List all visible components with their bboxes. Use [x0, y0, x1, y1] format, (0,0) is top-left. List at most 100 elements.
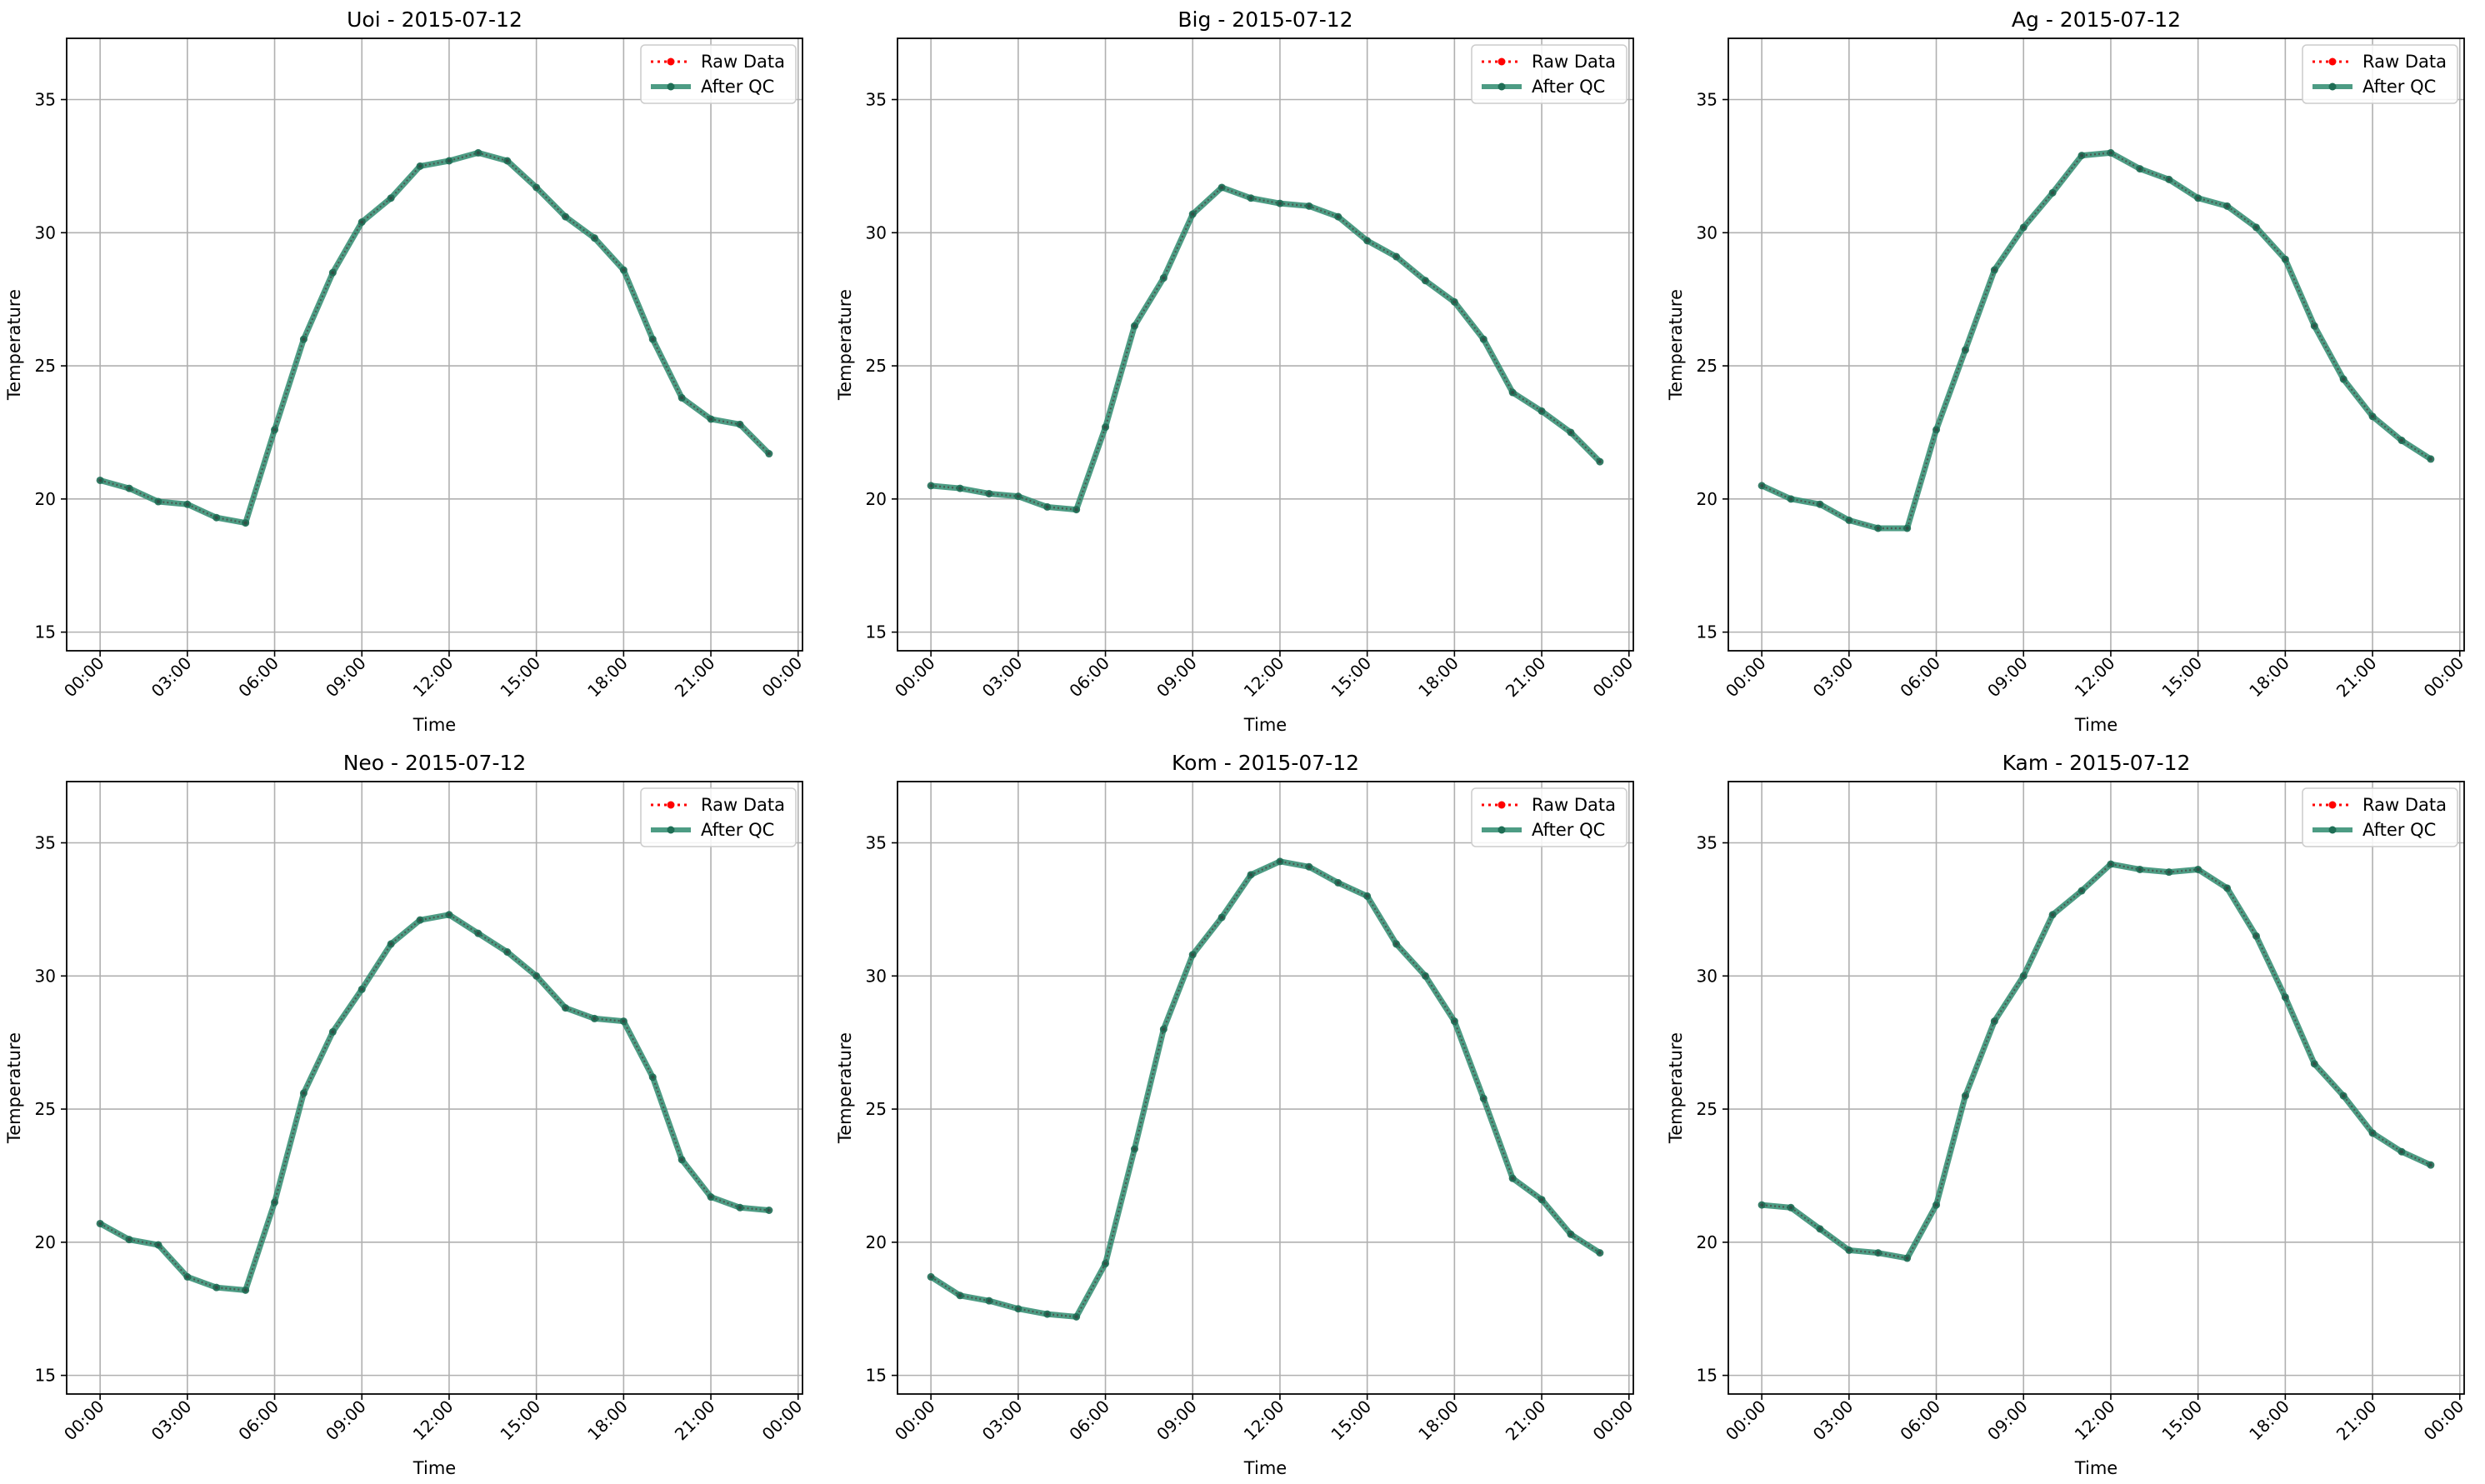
data-point-raw [1789, 1206, 1793, 1210]
data-point-raw [2342, 1094, 2346, 1098]
legend-marker-raw-data [1498, 57, 1506, 66]
data-point-raw [1278, 859, 1282, 863]
data-point-raw [156, 1243, 160, 1247]
data-point-raw [185, 502, 189, 507]
x-tick-label: 06:00 [1896, 1397, 1944, 1445]
data-point-raw [1511, 391, 1515, 395]
data-point-raw [360, 987, 364, 992]
chart-title: Kom - 2015-07-12 [1172, 751, 1359, 775]
x-tick-label: 21:00 [1502, 1397, 1550, 1445]
legend-marker-raw-data [667, 801, 675, 809]
data-point-raw [1045, 505, 1049, 509]
x-tick-label: 03:00 [148, 1397, 196, 1445]
y-tick-label: 20 [866, 1232, 887, 1252]
x-tick-label: 00:00 [1589, 1397, 1638, 1445]
x-tick-label: 12:00 [409, 1397, 458, 1445]
legend: Raw Data After QC [2302, 787, 2458, 847]
series-line-raw-data [1761, 152, 2432, 530]
data-point-raw [156, 500, 160, 504]
data-point-raw [1423, 974, 1428, 978]
x-tick-label: 18:00 [1414, 1397, 1462, 1445]
data-point-raw [2254, 225, 2258, 229]
data-point-raw [1220, 915, 1224, 919]
x-tick-label: 12:00 [1240, 653, 1288, 702]
data-point-raw [447, 159, 451, 162]
data-point-raw [1045, 1312, 1049, 1317]
data-point-raw [1307, 865, 1311, 869]
x-tick-label: 00:00 [60, 1397, 108, 1445]
y-tick-label: 20 [1697, 489, 1718, 509]
data-point-raw [1482, 337, 1486, 342]
y-tick-label: 25 [866, 1099, 887, 1119]
chart-title: Neo - 2015-07-12 [343, 751, 527, 775]
x-tick-label: 21:00 [1502, 653, 1550, 702]
data-point-raw [534, 974, 538, 978]
chart-panel-6: 15 20 25 30 35 00:00 03:00 06:00 09:00 12:00 15:00… [1666, 751, 2468, 1478]
data-point-raw [2371, 414, 2375, 418]
data-point-raw [2399, 438, 2403, 442]
x-tick-label: 21:00 [2332, 1397, 2381, 1445]
legend-marker-raw-data [667, 57, 675, 66]
series-line-after-qc [1761, 861, 2432, 1262]
x-tick-label: 00:00 [1722, 1397, 1770, 1445]
data-point-raw [1336, 215, 1340, 219]
legend-label-after-qc: After QC [1532, 820, 1605, 840]
y-tick-label: 35 [866, 90, 887, 110]
x-tick-label: 09:00 [1983, 1397, 2032, 1445]
data-point-raw [2283, 257, 2288, 262]
x-axis-label: Time [2074, 1458, 2118, 1478]
data-point-raw [1789, 497, 1793, 501]
data-point-raw [2108, 151, 2112, 155]
axes-frame [897, 37, 1634, 652]
y-tick-label: 30 [866, 222, 887, 242]
y-tick-label: 25 [35, 356, 56, 376]
x-tick-label: 06:00 [234, 1397, 282, 1445]
data-point-raw [1540, 409, 1544, 413]
data-point-raw [447, 912, 451, 917]
x-tick-label: 15:00 [496, 653, 544, 702]
y-tick-label: 15 [1697, 1366, 1718, 1386]
series-line-raw-data [930, 860, 1601, 1318]
x-tick-label: 18:00 [2245, 1397, 2293, 1445]
data-point-raw [1394, 255, 1398, 259]
y-tick-label: 30 [1697, 966, 1718, 986]
x-tick-label: 15:00 [496, 1397, 544, 1445]
legend-marker-after-qc [2328, 826, 2337, 834]
x-tick-label: 09:00 [1152, 653, 1201, 702]
x-tick-label: 00:00 [60, 653, 108, 702]
legend-label-raw-data: Raw Data [701, 795, 785, 815]
x-tick-label: 00:00 [891, 1397, 939, 1445]
x-tick-label: 00:00 [1722, 653, 1770, 702]
data-point-raw [1598, 1251, 1602, 1255]
data-point-raw [958, 487, 962, 491]
data-point-raw [1934, 1203, 1938, 1207]
data-point-raw [1074, 1315, 1078, 1319]
chart-panel-2: 15 20 25 30 35 00:00 03:00 06:00 09:00 12:00 15:00… [835, 7, 1637, 735]
data-point-raw [1365, 894, 1369, 898]
y-axis-label: Temperature [835, 289, 855, 401]
data-point-raw [2312, 1062, 2317, 1066]
legend-label-raw-data: Raw Data [1532, 795, 1616, 815]
series-line-after-qc [929, 858, 1602, 1320]
chart-panel-3: 15 20 25 30 35 00:00 03:00 06:00 09:00 12:00 15:00… [1666, 7, 2468, 735]
data-point-raw [1963, 1094, 1968, 1098]
chart-panel-1: 15 20 25 30 35 00:00 03:00 06:00 09:00 12:00 15:00… [4, 7, 806, 735]
chart-title: Uoi - 2015-07-12 [347, 7, 522, 32]
y-tick-label: 25 [866, 356, 887, 376]
x-tick-label: 15:00 [1327, 1397, 1375, 1445]
data-point-raw [563, 215, 568, 219]
data-point-raw [1876, 1251, 1880, 1255]
y-tick-label: 30 [35, 222, 56, 242]
data-point-raw [1992, 1019, 1997, 1023]
y-tick-label: 15 [866, 622, 887, 642]
series-line-after-qc [99, 149, 772, 527]
legend-marker-after-qc [667, 826, 675, 834]
y-tick-label: 15 [35, 622, 56, 642]
data-point-raw [418, 164, 422, 168]
y-tick-label: 35 [35, 833, 56, 853]
x-tick-label: 03:00 [1809, 1397, 1858, 1445]
data-point-raw [1191, 952, 1195, 957]
series-line-raw-data [99, 152, 770, 524]
data-point-raw [2196, 867, 2200, 872]
data-point-raw [534, 185, 538, 189]
